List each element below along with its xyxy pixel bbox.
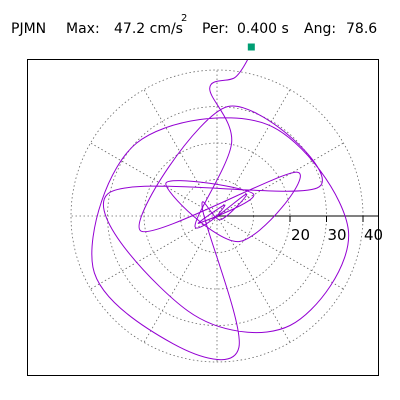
grid-spoke [216, 215, 291, 343]
per-label: Per: [202, 21, 229, 37]
radial-tick-label: 40 [364, 226, 383, 244]
radial-tick-label: 30 [328, 226, 347, 244]
ang-label: Ang: [304, 21, 337, 37]
grid-spoke [216, 142, 344, 217]
grid-spoke [90, 215, 218, 290]
per-value: 0.400 s [237, 21, 289, 37]
grid-spoke [143, 89, 218, 217]
max-value: 47.2 cm/s [114, 21, 183, 37]
grid-spoke [216, 89, 291, 217]
grid-spoke [216, 215, 344, 290]
radial-tick-label: 20 [291, 226, 310, 244]
motion-trace [91, 60, 350, 361]
peak-marker [247, 43, 255, 51]
station-code: PJMN [11, 21, 47, 37]
max-label: Max: [66, 21, 100, 37]
max-exponent: 2 [181, 13, 188, 24]
plot-frame [27, 59, 379, 376]
header-bar: PJMN Max: 47.2 cm/s 2 Per: 0.400 s Ang: … [0, 0, 400, 50]
ang-value: 78.6 [346, 21, 378, 37]
grid-spoke [143, 215, 218, 343]
grid-spoke [90, 142, 218, 217]
